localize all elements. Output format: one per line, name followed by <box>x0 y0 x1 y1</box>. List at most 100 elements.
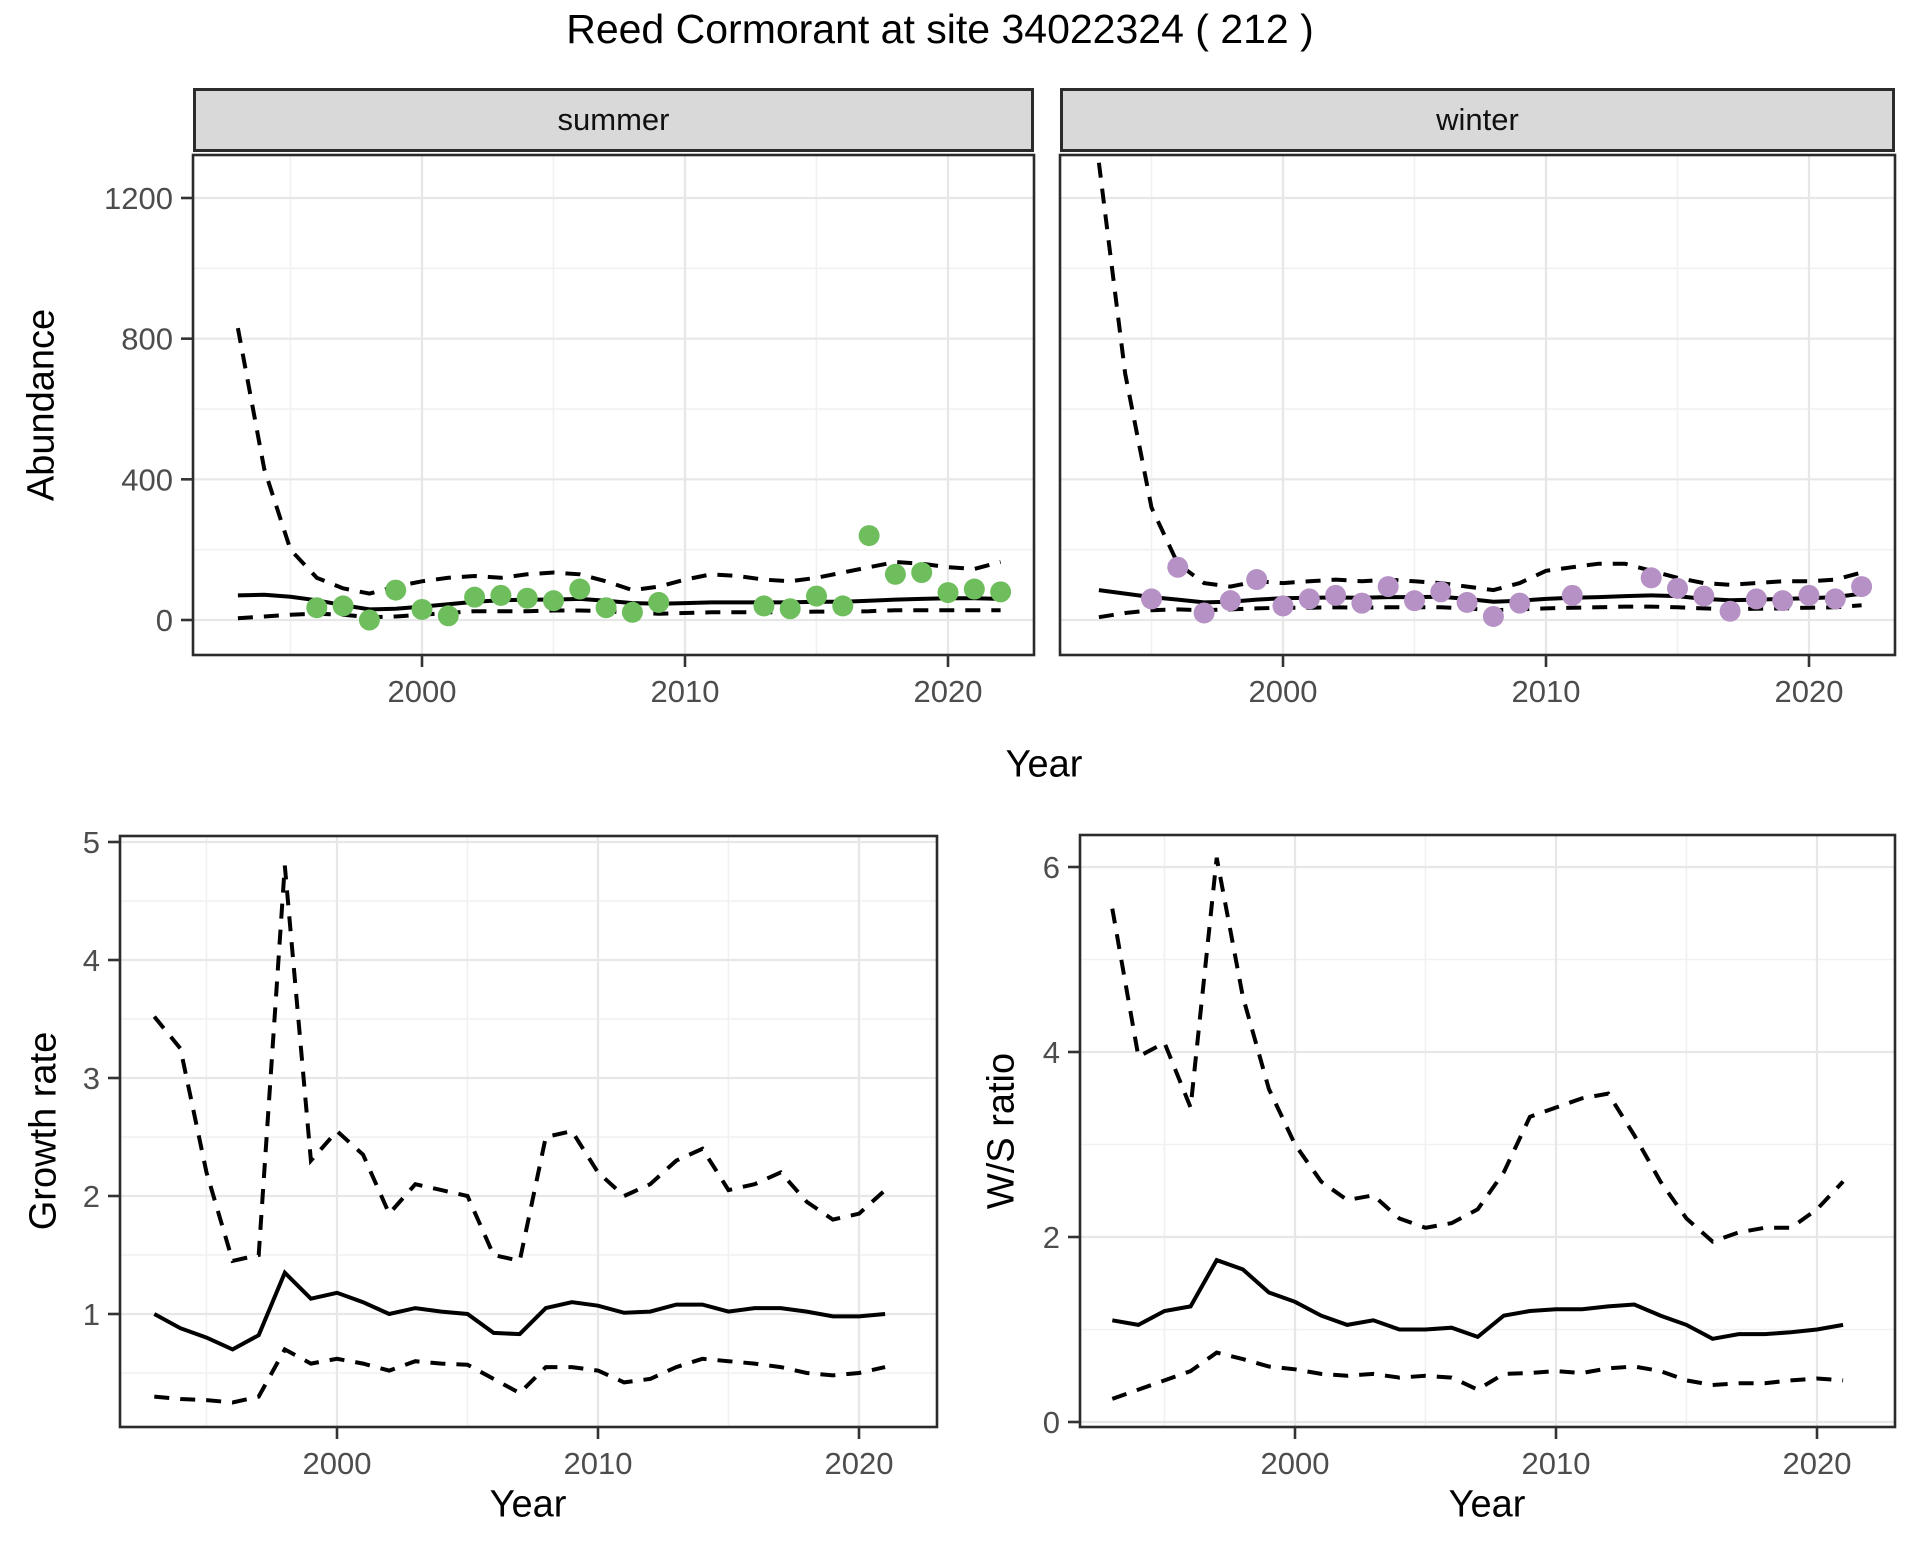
facet-strip-winter-label: winter <box>1436 102 1519 137</box>
data-point-observed_counts <box>490 584 512 606</box>
data-point-observed_counts <box>464 586 486 608</box>
data-point-observed_counts <box>1404 590 1425 612</box>
x-tick-label: 2000 <box>1261 1446 1330 1481</box>
panel-border <box>191 153 1036 657</box>
data-point-observed_counts <box>385 579 407 601</box>
x-tick-label: 2000 <box>388 674 457 709</box>
growth-year-axis-title: Year <box>489 1483 567 1526</box>
data-point-observed_counts <box>1325 584 1347 606</box>
data-point-observed_counts <box>1509 592 1531 614</box>
panel-w-s-ratio: 2000 2010 2020 0 2 4 6 <box>1043 833 1897 1481</box>
ws-year-axis-title: Year <box>1448 1483 1526 1526</box>
y-tick-label: 4 <box>83 943 100 978</box>
data-point-observed_counts <box>1824 588 1846 610</box>
data-point-observed_counts <box>1772 590 1794 612</box>
y-tick-label: 400 <box>121 462 173 497</box>
data-point-observed_counts <box>648 591 670 613</box>
upper_ci-line <box>152 865 887 1264</box>
facet-strip-summer: summer <box>193 88 1034 152</box>
data-point-observed_counts <box>937 582 959 604</box>
y-tick-label: 0 <box>156 603 173 638</box>
data-point-observed_counts <box>858 525 880 547</box>
facet-strip-winter: winter <box>1060 88 1895 152</box>
lower_ci-line <box>1111 1350 1844 1401</box>
x-tick-label: 2010 <box>1512 674 1581 709</box>
data-point-observed_counts <box>1193 602 1215 624</box>
lower_ci-line <box>237 608 1001 621</box>
x-tick-label: 2000 <box>303 1446 372 1481</box>
data-point-observed_counts <box>595 597 617 619</box>
data-point-observed_counts <box>1141 588 1162 610</box>
data-point-observed_counts <box>1798 584 1820 606</box>
data-point-observed_counts <box>1456 591 1478 613</box>
data-point-observed_counts <box>1719 600 1741 622</box>
ws-ratio-axis-title: W/S ratio <box>980 1052 1023 1210</box>
data-point-observed_counts <box>832 595 854 617</box>
data-point-observed_counts <box>806 585 827 607</box>
data-point-observed_counts <box>1246 569 1268 591</box>
data-point-observed_counts <box>1561 584 1583 606</box>
y-tick-label: 1 <box>83 1297 100 1332</box>
data-point-observed_counts <box>990 581 1012 603</box>
data-point-observed_counts <box>911 562 933 584</box>
figure-title: Reed Cormorant at site 34022324 ( 212 ) <box>566 6 1314 52</box>
data-point-observed_counts <box>1219 590 1241 612</box>
data-point-observed_counts <box>1745 588 1767 610</box>
growth-rate-axis-title: Growth rate <box>22 1031 65 1231</box>
y-tick-label: 2 <box>83 1179 100 1214</box>
data-point-observed_counts <box>516 587 538 609</box>
x-tick-label: 2020 <box>825 1446 894 1481</box>
data-point-observed_counts <box>543 590 564 612</box>
upper_ci-line <box>1110 857 1845 1244</box>
data-point-observed_counts <box>1693 585 1715 607</box>
data-point-observed_counts <box>358 609 380 631</box>
panel-summer: 2000 2010 2020 0 400 800 1200 <box>104 153 1036 709</box>
data-point-observed_counts <box>1167 556 1189 578</box>
data-point-observed_counts <box>963 578 985 600</box>
upper_ci-line <box>235 327 1002 596</box>
data-point-observed_counts <box>306 597 328 619</box>
y-tick-label: 1200 <box>104 181 173 216</box>
y-tick-label: 5 <box>83 825 100 860</box>
fit_median-line <box>153 1269 886 1352</box>
panel-border <box>118 834 939 1429</box>
data-point-observed_counts <box>779 598 801 620</box>
y-tick-label: 4 <box>1043 1035 1060 1070</box>
data-point-observed_counts <box>1298 588 1320 610</box>
data-point-observed_counts <box>1351 592 1373 614</box>
panel-background <box>120 836 937 1427</box>
data-point-observed_counts <box>1272 595 1294 617</box>
top-year-axis-title: Year <box>1005 743 1083 786</box>
y-tick-label: 0 <box>1043 1405 1060 1440</box>
x-tick-label: 2010 <box>564 1446 633 1481</box>
data-point-observed_counts <box>569 578 591 600</box>
data-point-observed_counts <box>1851 576 1873 598</box>
data-point-observed_counts <box>437 605 459 627</box>
panel-background <box>1060 155 1895 655</box>
y-tick-label: 800 <box>121 322 173 357</box>
x-tick-label: 2020 <box>914 674 983 709</box>
y-tick-label: 6 <box>1043 850 1060 885</box>
data-point-observed_counts <box>1640 567 1662 589</box>
data-point-observed_counts <box>1667 577 1688 599</box>
x-tick-label: 2020 <box>1775 674 1844 709</box>
x-tick-label: 2010 <box>1522 1446 1591 1481</box>
data-point-observed_counts <box>1482 605 1504 627</box>
panel-border <box>1058 153 1897 657</box>
data-point-observed_counts <box>1430 581 1452 603</box>
panel-background <box>1080 835 1895 1427</box>
y-tick-label: 3 <box>83 1061 100 1096</box>
data-point-observed_counts <box>621 601 643 623</box>
x-tick-label: 2010 <box>651 674 720 709</box>
lower_ci-line <box>154 1346 886 1405</box>
data-point-observed_counts <box>411 598 433 620</box>
data-point-observed_counts <box>753 595 775 617</box>
panel-border <box>1078 833 1897 1429</box>
x-tick-label: 2000 <box>1249 674 1318 709</box>
data-point-observed_counts <box>1377 576 1399 598</box>
panel-growth-rate: 2000 2010 2020 1 2 3 4 5 <box>83 825 939 1481</box>
y-tick-label: 2 <box>1043 1220 1060 1255</box>
panel-winter: 2000 2010 2020 <box>1058 153 1897 709</box>
